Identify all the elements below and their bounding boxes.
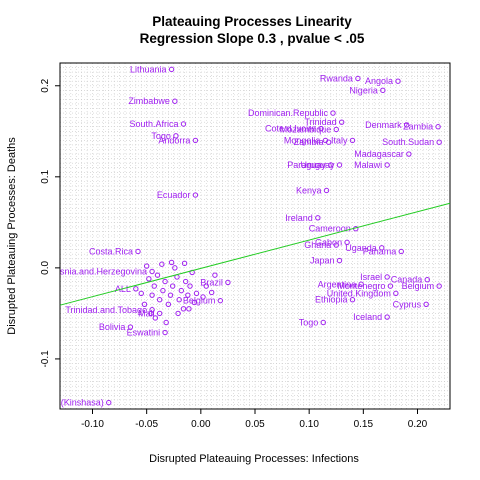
point-label: Iceland — [353, 312, 382, 322]
point-label: Ecuador — [157, 190, 191, 200]
point-label: Cyprus — [393, 299, 422, 309]
point-label: Malawi — [354, 160, 382, 170]
data-point — [152, 284, 156, 288]
point-label: Ghana — [304, 240, 331, 250]
chart-subtitle: Regression Slope 0.3 , pvalue < .05 — [140, 31, 365, 46]
data-point — [187, 307, 191, 311]
point-label: Trinidad.and.Tobago — [65, 305, 147, 315]
data-point — [169, 260, 173, 264]
chart-title: Plateauing Processes Linearity — [152, 14, 352, 29]
y-tick-label: 0.0 — [40, 260, 51, 274]
data-point — [209, 290, 213, 294]
point-label: Panama — [363, 246, 397, 256]
point-label: Kenya — [296, 185, 322, 195]
point-label: Uruguay — [300, 160, 335, 170]
point-label: Bolivia — [99, 322, 126, 332]
y-tick-label: -0.1 — [40, 350, 51, 368]
x-tick-label: 0.05 — [245, 419, 265, 430]
x-tick-label: -0.10 — [81, 419, 104, 430]
data-point — [147, 277, 151, 281]
data-point — [437, 140, 441, 144]
point-label: South.Africa — [129, 119, 178, 129]
data-point — [164, 320, 168, 324]
x-tick-label: 0.10 — [299, 419, 319, 430]
point-label: South.Sudan — [382, 137, 434, 147]
x-tick-label: -0.05 — [135, 419, 158, 430]
point-label: Andorra — [158, 135, 190, 145]
data-point — [437, 284, 441, 288]
data-point — [176, 311, 180, 315]
point-label: Bosnia.and.Herzegovina — [49, 267, 147, 277]
y-tick-label: 0.2 — [40, 78, 51, 92]
point-labels: LithuaniaRwanda AngolaNigeriaZimbabweDomi… — [49, 64, 434, 407]
data-point — [160, 262, 164, 266]
data-point — [218, 298, 222, 302]
data-point — [183, 279, 187, 283]
data-point — [163, 330, 167, 334]
point-label: Italy — [331, 135, 348, 145]
point-label: Lithuania — [130, 64, 167, 74]
y-axis-label: Disrupted Plateauing Processes: Deaths — [6, 137, 18, 335]
point-label: (Kinshasa) — [61, 398, 104, 408]
point-label: Mali — [138, 308, 155, 318]
point-label: Belgium — [402, 281, 435, 291]
point-label: Eswatini — [127, 328, 161, 338]
x-tick-label: 0.15 — [354, 419, 374, 430]
point-label: Denmark — [365, 120, 402, 130]
point-label: Japan — [310, 256, 335, 266]
point-label: Mozambique — [280, 124, 332, 134]
point-label: Nigeria — [349, 85, 378, 95]
point-label: Zambia — [403, 122, 433, 132]
point-label: Belgium — [183, 296, 216, 306]
data-point — [179, 288, 183, 292]
point-label: Ireland — [285, 213, 313, 223]
point-label: Zimbabwe — [128, 96, 170, 106]
point-label: Zambia — [294, 137, 324, 147]
x-tick-label: 0.20 — [408, 419, 428, 430]
point-label: Madagascar — [354, 149, 404, 159]
point-label: Ethiopia — [315, 295, 348, 305]
point-label: Rwanda — [320, 73, 353, 83]
x-axis-label: Disrupted Plateauing Processes: Infectio… — [149, 453, 359, 465]
point-label: Costa.Rica — [89, 246, 133, 256]
point-label: Togo — [299, 318, 319, 328]
data-point — [385, 315, 389, 319]
x-tick-label: 0.00 — [191, 419, 211, 430]
point-label: Cameroon — [309, 224, 351, 234]
y-tick-label: 0.1 — [40, 169, 51, 183]
data-point — [316, 216, 320, 220]
point-label: Brazil — [200, 277, 223, 287]
